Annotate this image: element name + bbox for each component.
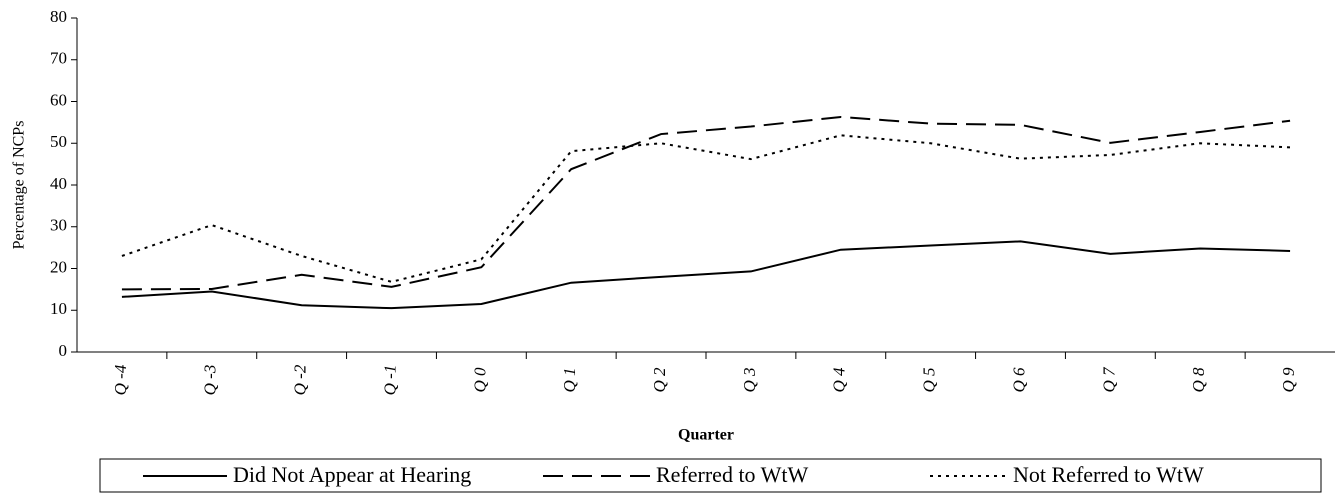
legend-label: Not Referred to WtW: [1013, 462, 1204, 487]
x-tick-label: Q 9: [1279, 367, 1298, 393]
y-tick-label: 20: [50, 257, 67, 276]
x-tick-label: Q -3: [201, 365, 220, 396]
legend-label: Referred to WtW: [656, 462, 809, 487]
x-tick-label: Q 1: [560, 367, 579, 392]
x-tick-label: Q 7: [1099, 366, 1118, 393]
series-line: [121, 115, 1291, 291]
y-tick-label: 0: [59, 341, 68, 360]
y-tick-label: 60: [50, 90, 67, 109]
x-tick-label: Q 3: [740, 367, 759, 392]
series-line: [121, 134, 1291, 283]
y-tick-label: 50: [50, 132, 67, 151]
x-tick-label: Q -2: [291, 364, 310, 395]
x-tick-label: Q 2: [650, 367, 669, 393]
x-tick-label: Q 4: [830, 367, 849, 393]
legend-label: Did Not Appear at Hearing: [233, 462, 471, 487]
y-tick-label: 40: [50, 174, 67, 193]
y-axis-label: Percentage of NCPs: [11, 121, 28, 250]
x-tick-label: Q 6: [1009, 367, 1028, 393]
series-line: [121, 240, 1291, 310]
y-tick-label: 80: [50, 7, 67, 26]
x-tick-label: Q 8: [1189, 367, 1208, 393]
x-tick-label: Q -1: [380, 365, 399, 396]
y-tick-label: 70: [50, 49, 67, 68]
x-axis-label: Quarter: [678, 427, 734, 444]
y-tick-label: 10: [50, 299, 67, 318]
y-tick-label: 30: [50, 216, 67, 235]
x-tick-label: Q 5: [920, 367, 939, 392]
x-tick-label: Q 0: [470, 367, 489, 393]
legend-box: [99, 458, 1322, 493]
x-tick-label: Q -4: [111, 364, 130, 395]
